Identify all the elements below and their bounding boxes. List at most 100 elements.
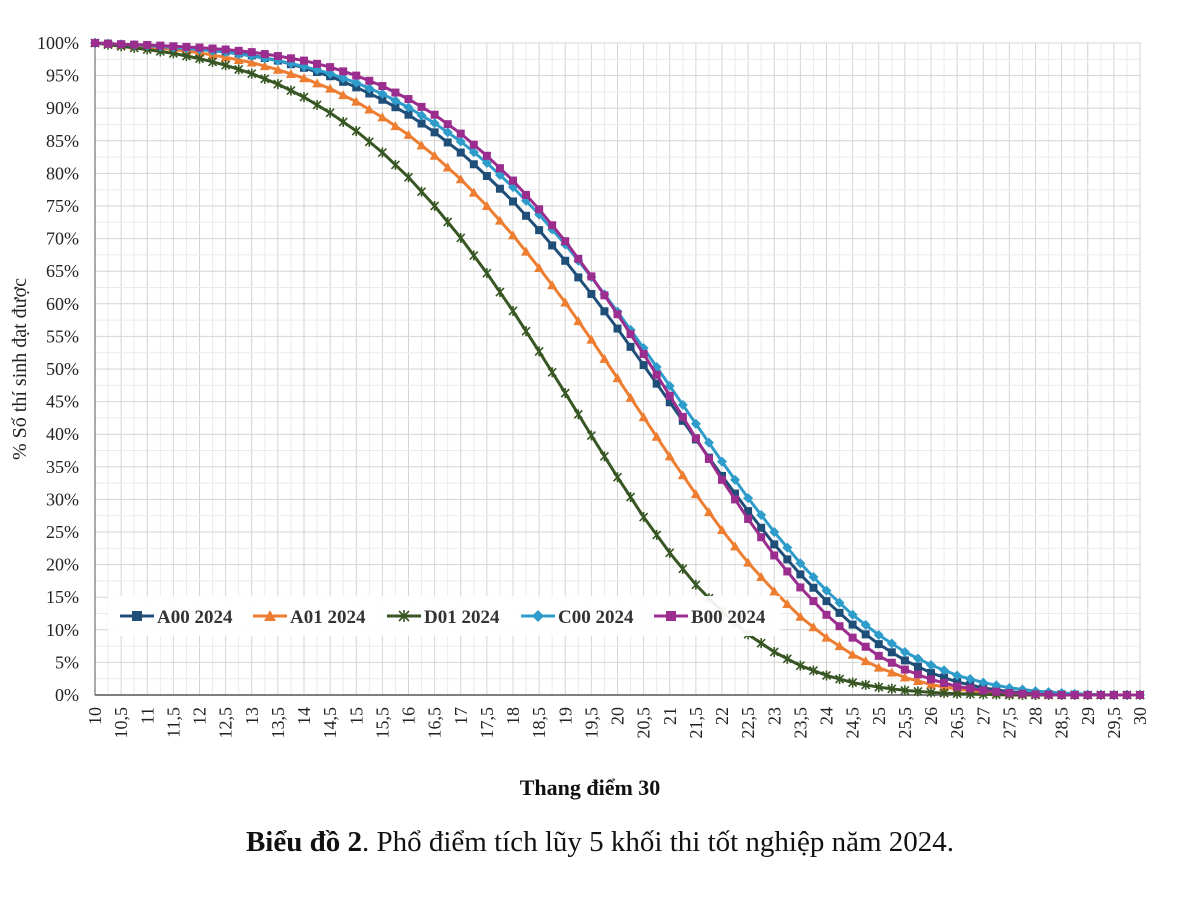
data-point	[678, 563, 688, 574]
data-point	[821, 670, 832, 681]
data-point	[508, 230, 518, 240]
data-point	[809, 597, 818, 606]
x-tick-label: 12,5	[216, 707, 236, 739]
data-point	[351, 96, 362, 106]
data-point	[534, 346, 544, 357]
legend-label: A00 2024	[157, 607, 233, 628]
data-point	[664, 451, 675, 461]
data-point	[613, 324, 622, 333]
x-tick-labels: 10 10,5 11 11,5 12 12,5 13 13,5 14 14,5 15 15,5 16 16…	[85, 707, 1150, 739]
data-point	[808, 665, 819, 676]
data-point	[887, 648, 896, 657]
data-point	[273, 79, 283, 90]
y-tick-label: 20%	[46, 555, 79, 575]
data-point	[443, 120, 452, 129]
data-point	[625, 392, 636, 402]
data-point	[769, 586, 780, 596]
y-tick-label: 100%	[37, 33, 79, 53]
data-point	[469, 160, 478, 169]
x-tick-label: 26,5	[947, 707, 967, 739]
data-point	[965, 674, 976, 685]
x-tick-label: 10	[85, 707, 105, 725]
data-point	[377, 112, 388, 122]
data-point	[469, 140, 478, 149]
data-point	[221, 60, 231, 71]
x-tick-label: 21,5	[686, 707, 706, 739]
data-point	[677, 399, 688, 410]
data-point	[430, 201, 440, 211]
x-tick-label: 28,5	[1052, 707, 1072, 739]
y-tick-label: 15%	[46, 587, 79, 607]
data-point	[234, 46, 243, 55]
data-point	[587, 272, 596, 281]
data-point	[979, 686, 988, 695]
data-point	[847, 649, 858, 659]
data-point	[377, 88, 388, 99]
data-point	[481, 157, 492, 168]
data-point	[117, 40, 126, 49]
data-point	[313, 59, 322, 68]
data-point	[430, 128, 439, 137]
data-point	[874, 640, 883, 649]
data-point	[612, 373, 623, 383]
data-point	[717, 456, 727, 467]
data-point	[899, 672, 910, 682]
data-point	[926, 679, 936, 689]
data-point	[194, 53, 205, 64]
data-point	[338, 116, 348, 127]
data-point	[535, 226, 544, 235]
data-point	[365, 89, 374, 98]
data-point	[757, 523, 766, 532]
x-tick-label: 25,5	[895, 707, 915, 739]
data-point	[860, 619, 871, 630]
data-point	[417, 102, 426, 111]
data-point	[913, 662, 922, 671]
data-point	[664, 380, 675, 391]
data-point	[481, 201, 492, 210]
data-point	[691, 434, 700, 443]
legend: A00 2024 A01 2024 D01 2024 C00 2024 B00 2024	[108, 596, 780, 636]
x-tick-label: 12	[190, 707, 210, 725]
cumulative-score-chart: 0% 5% 10% 15% 20% 25% 30% 35% 40% 45% 50% 55% 60% 65%…	[9, 33, 1150, 800]
data-point	[468, 187, 479, 197]
data-point	[731, 489, 740, 498]
x-tick-label: 14,5	[320, 707, 340, 739]
data-point	[416, 140, 427, 150]
caption-label: Biểu đồ 2	[245, 826, 362, 858]
data-point	[143, 40, 152, 49]
data-point	[665, 398, 674, 407]
series-b00-2024	[91, 39, 1144, 699]
y-tick-label: 45%	[46, 392, 79, 412]
data-point	[586, 430, 596, 441]
data-point	[912, 653, 923, 664]
data-point	[808, 571, 819, 582]
data-point	[522, 190, 531, 199]
x-tick-label: 29,5	[1104, 707, 1124, 739]
data-point	[351, 77, 362, 88]
data-point	[364, 104, 375, 114]
data-point	[299, 92, 309, 103]
x-tick-label: 13,5	[268, 707, 288, 739]
data-point	[756, 571, 767, 581]
data-point	[953, 677, 962, 686]
data-point	[351, 126, 361, 137]
data-point	[364, 83, 375, 94]
data-point	[770, 540, 779, 549]
data-point	[703, 507, 714, 517]
x-tick-label: 16,5	[425, 707, 445, 739]
data-point	[547, 367, 557, 378]
data-point	[285, 68, 296, 78]
data-point	[848, 620, 857, 629]
x-tick-label: 20	[608, 707, 628, 725]
data-point	[1031, 690, 1040, 699]
x-tick-label: 29	[1078, 707, 1098, 725]
grid	[94, 42, 1141, 696]
data-point	[560, 297, 571, 307]
data-point	[442, 162, 453, 172]
data-point	[534, 262, 545, 272]
data-point	[456, 148, 465, 157]
data-point	[339, 67, 348, 76]
data-point	[312, 99, 322, 110]
x-tick-label: 15	[346, 707, 366, 725]
data-point	[612, 472, 623, 483]
